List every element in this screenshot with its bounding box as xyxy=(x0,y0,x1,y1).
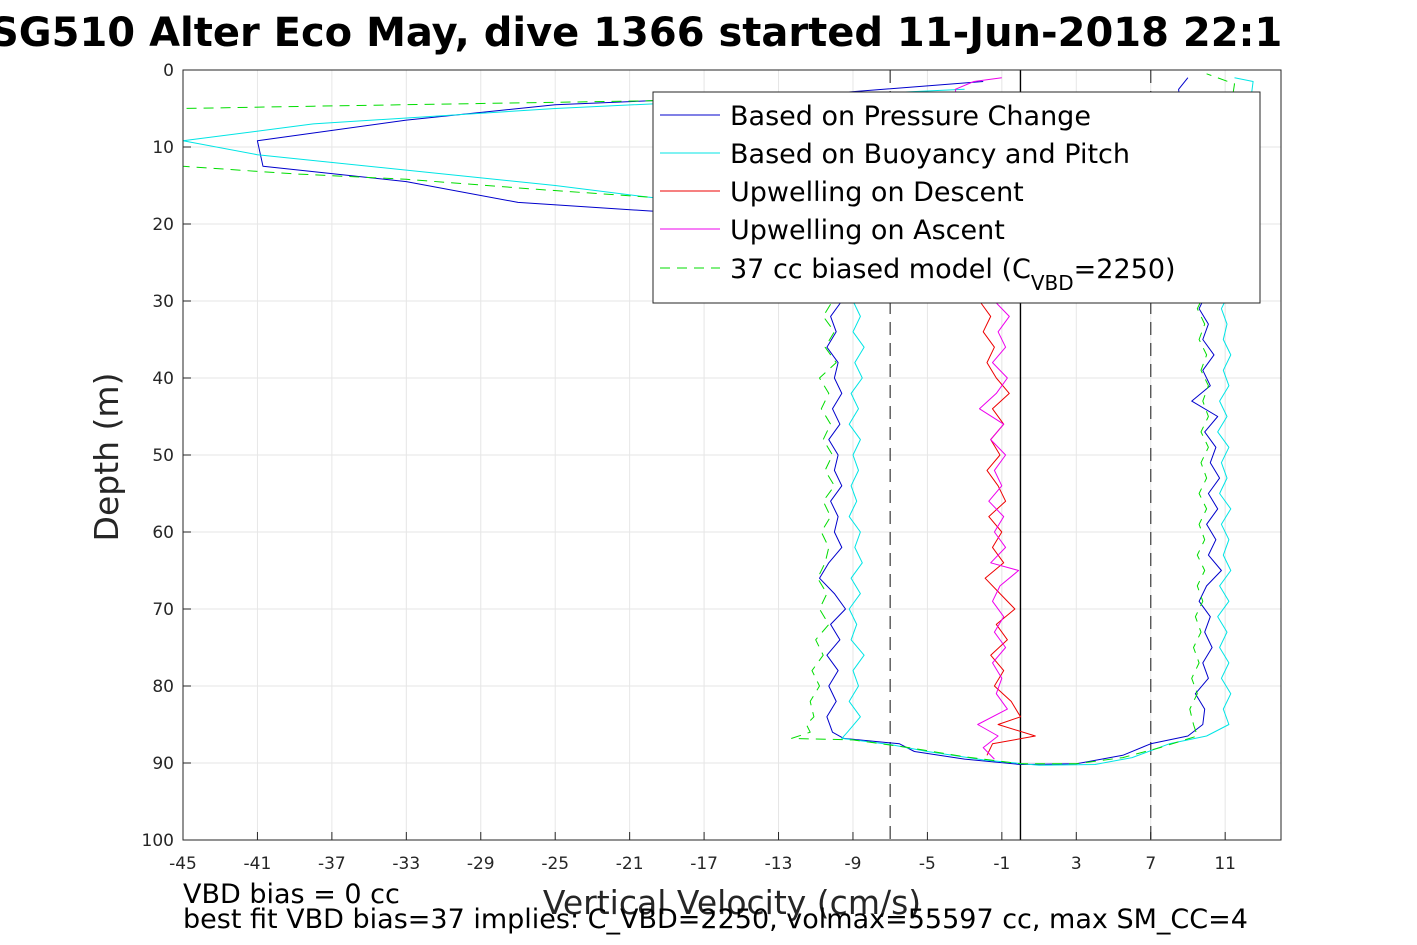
legend-label: Based on Pressure Change xyxy=(730,101,1091,132)
chart-title: SG510 Alter Eco May, dive 1366 started 1… xyxy=(0,10,1282,56)
vbd-bias-note: VBD bias = 0 cc xyxy=(183,879,400,910)
x-tick-label: -45 xyxy=(169,854,197,874)
x-tick-label: 7 xyxy=(1145,854,1156,874)
y-tick-label: 50 xyxy=(152,446,174,466)
x-tick-label: -17 xyxy=(690,854,718,874)
series-biased-model xyxy=(182,73,1235,765)
legend-item-buoyancy-pitch: Based on Buoyancy and Pitch xyxy=(660,139,1130,170)
series-layer xyxy=(182,73,1254,766)
legend-label: 37 cc biased model (CVBD=2250) xyxy=(730,254,1176,295)
y-tick-label: 60 xyxy=(152,523,174,543)
series-buoyancy-pitch xyxy=(182,77,1254,766)
legend-label: Based on Buoyancy and Pitch xyxy=(730,139,1130,170)
series-upwelling-ascent xyxy=(954,77,1020,760)
series-pressure-change xyxy=(256,77,1222,765)
legend: Based on Pressure Change Based on Buoyan… xyxy=(652,91,1261,304)
x-tick-label: -29 xyxy=(467,854,495,874)
y-tick-label: 30 xyxy=(152,292,174,312)
best-fit-note: best fit VBD bias=37 implies: C_VBD=2250… xyxy=(183,904,1248,935)
x-tick-label: -21 xyxy=(616,854,644,874)
legend-item-upwelling-descent: Upwelling on Descent xyxy=(660,177,1024,208)
x-tick-label: 11 xyxy=(1214,854,1236,874)
x-tick-label: -5 xyxy=(919,854,936,874)
x-tick-label: -41 xyxy=(244,854,272,874)
legend-label-main: 37 cc biased model (C xyxy=(730,254,1031,285)
legend-label: Upwelling on Ascent xyxy=(730,215,1005,246)
x-ticks: -45 -41 -37 -33 -29 -25 -21 -17 -13 -9 -5 -1 3 7 11 xyxy=(169,832,1236,874)
series-upwelling-descent xyxy=(979,300,1036,756)
y-tick-label: 0 xyxy=(163,61,174,81)
x-tick-label: -1 xyxy=(993,854,1010,874)
legend-item-upwelling-ascent: Upwelling on Ascent xyxy=(660,215,1005,246)
legend-label: Upwelling on Descent xyxy=(730,177,1024,208)
y-axis-label: Depth (m) xyxy=(87,373,126,542)
x-tick-label: -37 xyxy=(318,854,346,874)
x-tick-label: -13 xyxy=(765,854,793,874)
y-ticks: 0 10 20 30 40 50 60 70 80 90 100 xyxy=(142,61,191,851)
x-tick-label: -33 xyxy=(392,854,420,874)
x-tick-label: -25 xyxy=(541,854,569,874)
y-tick-label: 10 xyxy=(152,138,174,158)
y-tick-label: 90 xyxy=(152,754,174,774)
legend-item-pressure-change: Based on Pressure Change xyxy=(660,101,1091,132)
y-tick-label: 80 xyxy=(152,677,174,697)
x-tick-label: -9 xyxy=(844,854,861,874)
x-tick-label: 3 xyxy=(1071,854,1082,874)
y-tick-label: 70 xyxy=(152,600,174,620)
y-tick-label: 100 xyxy=(142,831,174,851)
y-tick-label: 40 xyxy=(152,369,174,389)
y-tick-label: 20 xyxy=(152,215,174,235)
legend-box xyxy=(652,91,1261,304)
legend-label-tail: =2250) xyxy=(1074,254,1176,285)
legend-label-subscript: VBD xyxy=(1031,271,1074,295)
x-axis-label: Vertical Velocity (cm/s) xyxy=(543,883,921,922)
legend-item-biased-model: 37 cc biased model (CVBD=2250) xyxy=(660,254,1176,295)
